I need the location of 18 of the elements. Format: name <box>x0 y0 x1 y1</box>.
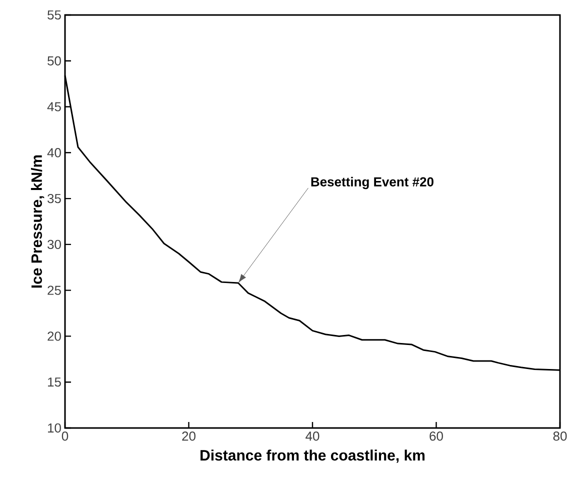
x-tick-label: 40 <box>306 432 320 441</box>
y-tick-label: 20 <box>48 332 61 341</box>
x-tick-label: 20 <box>182 432 196 441</box>
y-tick-label: 35 <box>48 194 61 204</box>
y-tick-label: 40 <box>47 148 61 158</box>
y-tick-label: 45 <box>47 102 61 112</box>
x-tick-label: 60 <box>430 432 443 441</box>
y-tick-label: 30 <box>48 240 61 250</box>
y-tick-label: 25 <box>48 286 61 295</box>
x-axis-title: Distance from the coastline, km <box>200 450 424 463</box>
y-tick-label: 10 <box>48 423 61 433</box>
y-tick-label: 15 <box>48 378 61 387</box>
y-tick-label: 55 <box>48 10 61 20</box>
x-tick-label: 80 <box>553 432 567 441</box>
annotation: Besetting Event #20 <box>311 176 434 190</box>
y-axis-title: Ice Pressure, kN/m <box>30 155 44 288</box>
x-tick-label: 0 <box>62 432 68 441</box>
y-tick-label: 50 <box>48 56 61 66</box>
